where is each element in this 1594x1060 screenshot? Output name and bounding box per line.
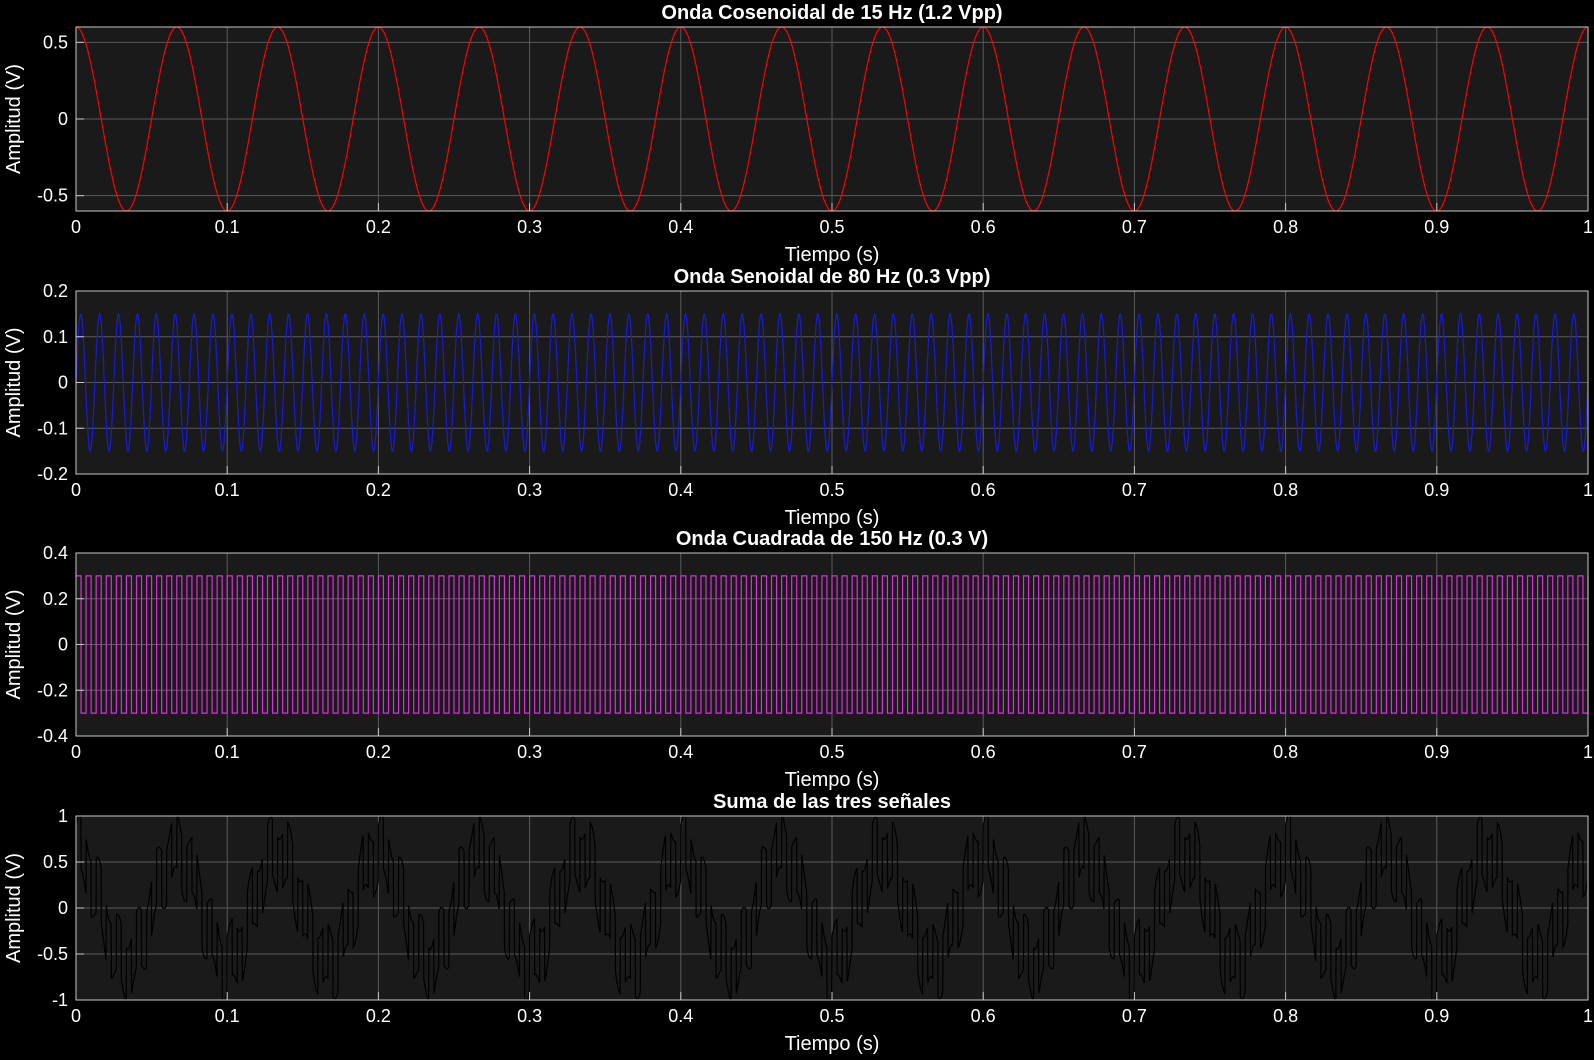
x-tick-label: 0.4 <box>668 480 693 500</box>
x-tick-label: 1 <box>1583 480 1593 500</box>
y-tick-label: 0.5 <box>43 32 68 52</box>
y-tick-label: -0.5 <box>37 944 68 964</box>
x-tick-label: 0.8 <box>1273 742 1298 762</box>
x-tick-label: 0.3 <box>517 1006 542 1026</box>
y-tick-label: 0 <box>58 898 68 918</box>
signal-line <box>75 313 1589 452</box>
y-tick-label: -1 <box>52 990 68 1010</box>
x-tick-label: 0.1 <box>215 742 240 762</box>
x-tick-label: 0.8 <box>1273 480 1298 500</box>
x-tick-label: 0.6 <box>971 742 996 762</box>
x-axis-label: Tiempo (s) <box>785 769 880 791</box>
x-tick-label: 0.9 <box>1424 217 1449 237</box>
x-tick-label: 0.7 <box>1122 480 1147 500</box>
x-tick-label: 0.6 <box>971 480 996 500</box>
subplot-2: 0 0.1 0.2 0.3 0.4 0.5 0.6 0.7 0.8 0.9 1 -0.2 -0.1 0 0.… <box>3 266 1593 529</box>
x-tick-label: 0.1 <box>215 217 240 237</box>
x-tick-label: 0.1 <box>215 1006 240 1026</box>
x-tick-label: 0.9 <box>1424 1006 1449 1026</box>
x-tick-label: 0.2 <box>366 217 391 237</box>
x-tick-label: 0.4 <box>668 217 693 237</box>
x-tick-label: 0.2 <box>366 1006 391 1026</box>
signal-line <box>76 575 1589 714</box>
x-tick-label: 0.5 <box>819 742 844 762</box>
subplot-4: 0 0.1 0.2 0.3 0.4 0.5 0.6 0.7 0.8 0.9 1 -1 -0.5 0 0.5 1… <box>3 791 1593 1055</box>
x-tick-label: 0.6 <box>971 1006 996 1026</box>
x-tick-label: 0.1 <box>215 480 240 500</box>
y-tick-label: 1 <box>58 806 68 826</box>
x-tick-label: 0.2 <box>366 480 391 500</box>
x-axis-label: Tiempo (s) <box>785 1033 880 1055</box>
y-tick-label: 0.1 <box>43 327 68 347</box>
y-tick-label: 0 <box>58 109 68 129</box>
x-tick-label: 0.7 <box>1122 1006 1147 1026</box>
chart-title: Onda Cosenoidal de 15 Hz (1.2 Vpp) <box>661 2 1002 24</box>
y-axis-label: Amplitud (V) <box>3 327 25 437</box>
x-tick-label: 0.3 <box>517 217 542 237</box>
y-tick-label: -0.4 <box>37 726 68 746</box>
x-tick-label: 0 <box>71 217 81 237</box>
y-axis-label: Amplitud (V) <box>3 589 25 699</box>
x-tick-label: 1 <box>1583 217 1593 237</box>
y-tick-label: 0.4 <box>43 543 68 563</box>
x-tick-label: 0.7 <box>1122 742 1147 762</box>
x-tick-label: 0.4 <box>668 742 693 762</box>
x-tick-label: 0.3 <box>517 742 542 762</box>
x-tick-label: 0.8 <box>1273 217 1298 237</box>
y-tick-label: -0.2 <box>37 680 68 700</box>
x-tick-label: 0 <box>71 480 81 500</box>
x-tick-label: 0.8 <box>1273 1006 1298 1026</box>
y-tick-label: 0.5 <box>43 852 68 872</box>
chart-title: Onda Senoidal de 80 Hz (0.3 Vpp) <box>674 266 991 288</box>
x-tick-label: 0.5 <box>819 480 844 500</box>
signal-line <box>75 812 1589 1004</box>
x-tick-label: 0.4 <box>668 1006 693 1026</box>
subplot-1: 0 0.1 0.2 0.3 0.4 0.5 0.6 0.7 0.8 0.9 1-0.500.5Ond… <box>3 2 1593 266</box>
x-tick-label: 0.2 <box>366 742 391 762</box>
chart-title: Suma de las tres señales <box>713 791 951 813</box>
x-tick-label: 0 <box>71 1006 81 1026</box>
x-tick-label: 0.9 <box>1424 742 1449 762</box>
x-axis-label: Tiempo (s) <box>785 507 880 529</box>
x-tick-label: 1 <box>1583 742 1593 762</box>
x-tick-label: 0.9 <box>1424 480 1449 500</box>
x-tick-label: 0.3 <box>517 480 542 500</box>
x-tick-label: 0.6 <box>971 217 996 237</box>
y-axis-label: Amplitud (V) <box>3 64 25 174</box>
x-tick-label: 1 <box>1583 1006 1593 1026</box>
x-tick-label: 0.5 <box>819 217 844 237</box>
y-tick-label: -0.2 <box>37 464 68 484</box>
x-axis-label: Tiempo (s) <box>785 244 880 266</box>
x-tick-label: 0.7 <box>1122 217 1147 237</box>
subplot-3: 0 0.1 0.2 0.3 0.4 0.5 0.6 0.7 0.8 0.9 1 -0.4 -0.2 0 0.… <box>3 528 1593 791</box>
y-axis-label: Amplitud (V) <box>3 853 25 963</box>
y-tick-label: 0.2 <box>43 281 68 301</box>
y-tick-label: 0 <box>58 635 68 655</box>
y-tick-label: 0.2 <box>43 589 68 609</box>
y-tick-label: -0.1 <box>37 418 68 438</box>
x-tick-label: 0 <box>71 742 81 762</box>
x-tick-label: 0.5 <box>819 1006 844 1026</box>
chart-title: Onda Cuadrada de 150 Hz (0.3 V) <box>676 528 988 550</box>
y-tick-label: 0 <box>58 373 68 393</box>
y-tick-label: -0.5 <box>37 186 68 206</box>
